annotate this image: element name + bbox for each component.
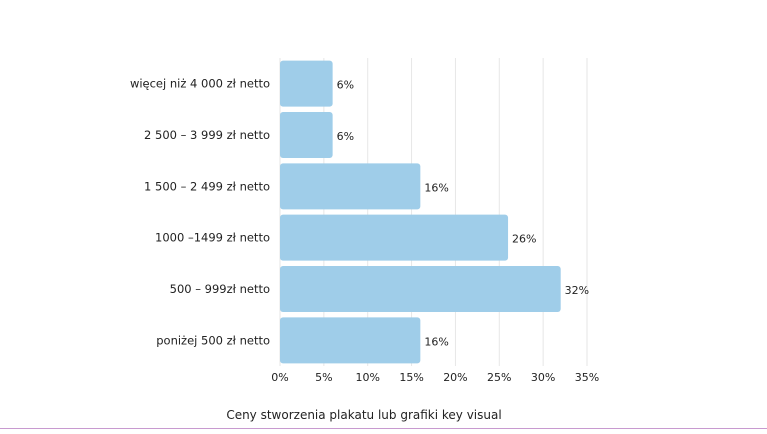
value-label: 16% bbox=[424, 335, 448, 348]
value-label: 26% bbox=[512, 233, 536, 246]
x-tick-label: 15% bbox=[399, 371, 423, 384]
x-tick-label: 10% bbox=[355, 371, 379, 384]
value-label: 6% bbox=[337, 130, 354, 143]
bar bbox=[280, 266, 561, 312]
category-label: 500 – 999zł netto bbox=[170, 282, 270, 296]
x-tick-label: 25% bbox=[487, 371, 511, 384]
category-label: więcej niż 4 000 zł netto bbox=[130, 77, 270, 91]
x-tick-label: 30% bbox=[531, 371, 555, 384]
bottom-border bbox=[0, 428, 767, 429]
x-tick-label: 0% bbox=[271, 371, 288, 384]
category-label: 1 500 – 2 499 zł netto bbox=[144, 179, 270, 193]
x-tick-label: 35% bbox=[575, 371, 599, 384]
grid-lines bbox=[279, 58, 588, 366]
category-label: poniżej 500 zł netto bbox=[156, 333, 270, 347]
x-axis-title: Ceny stworzenia plakatu lub grafiki key … bbox=[226, 408, 501, 422]
bar bbox=[280, 60, 333, 107]
bar bbox=[280, 214, 509, 261]
bars bbox=[280, 60, 561, 364]
category-label: 1000 –1499 zł netto bbox=[155, 231, 270, 245]
category-label: 2 500 – 3 999 zł netto bbox=[144, 128, 270, 142]
bar bbox=[280, 317, 421, 364]
labels: 0% 5% 10% 15% 20% 25% 30% 35% więcej niż 4 000 z… bbox=[130, 77, 599, 384]
value-label: 32% bbox=[565, 284, 589, 297]
bar bbox=[280, 163, 421, 210]
value-label: 16% bbox=[424, 181, 448, 194]
bar bbox=[280, 112, 333, 158]
x-tick-label: 20% bbox=[443, 371, 467, 384]
value-label: 6% bbox=[337, 79, 354, 92]
x-tick-label: 5% bbox=[315, 371, 332, 384]
